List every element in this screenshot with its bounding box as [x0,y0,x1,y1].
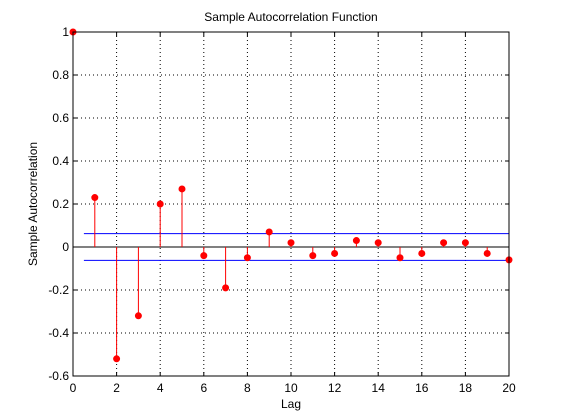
y-tick-label: 0.8 [52,68,69,82]
y-tick-label: -0.6 [48,369,69,383]
x-tick-label: 16 [415,381,429,395]
stem-marker [265,228,273,236]
stem-marker [200,252,208,260]
stem-marker [352,237,360,245]
stem-marker [156,200,164,208]
grid-lines [73,32,509,376]
axis-ticks [72,31,510,377]
stem-marker [440,239,448,247]
y-tick-label: 0 [62,240,69,254]
y-tick-labels: -0.6 -0.4 -0.2 0 0.2 0.4 0.6 0.8 1 [48,25,69,383]
chart-title: Sample Autocorrelation Function [204,10,377,24]
stem-marker [113,355,121,363]
x-tick-label: 2 [113,381,120,395]
stem-marker [418,249,426,257]
x-tick-label: 0 [70,381,77,395]
x-tick-label: 20 [502,381,516,395]
stem-marker [243,254,251,262]
stem-marker [483,249,491,257]
stem-marker [178,185,186,193]
x-tick-label: 10 [284,381,298,395]
y-axis-label: Sample Autocorrelation [26,142,40,266]
x-tick-label: 14 [372,381,386,395]
stem-marker [91,194,99,202]
y-tick-label: -0.2 [48,283,69,297]
stem-marker [309,252,317,260]
x-axis-label: Lag [281,397,301,411]
stem-marker [287,239,295,247]
y-tick-label: 0.4 [52,154,69,168]
stem-marker [396,254,404,262]
stem-marker [134,312,142,320]
confidence-bounds [83,233,509,261]
stem-marker [374,239,382,247]
x-tick-label: 8 [244,381,251,395]
stem-marker [331,249,339,257]
x-tick-label: 4 [157,381,164,395]
x-tick-label: 18 [459,381,473,395]
y-tick-label: 0.2 [52,197,69,211]
stem-marker [222,284,230,292]
y-tick-label: -0.4 [48,326,69,340]
y-tick-label: 0.6 [52,111,69,125]
x-tick-label: 12 [328,381,342,395]
y-tick-label: 1 [62,25,69,39]
x-tick-labels: 0 2 4 6 8 10 12 14 16 18 20 [70,381,516,395]
x-tick-label: 6 [200,381,207,395]
stem-marker [461,239,469,247]
